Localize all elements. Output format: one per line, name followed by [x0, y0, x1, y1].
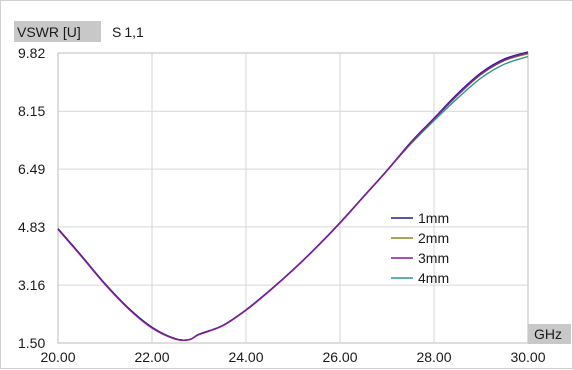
x-tick-label: 22.00 [134, 349, 169, 365]
y-tick-label: 6.49 [18, 161, 45, 177]
x-axis-label: GHz [534, 326, 562, 342]
legend-label-3mm: 3mm [418, 250, 449, 266]
y-axis-label: VSWR [U] [17, 24, 81, 40]
legend-label-2mm: 2mm [418, 230, 449, 246]
series-line-3mm [57, 51, 529, 342]
grid-layer [58, 53, 528, 343]
y-tick-label: 9.82 [18, 45, 45, 61]
xlabel-background [528, 324, 571, 344]
y-tick-label: 1.50 [18, 335, 45, 351]
x-tick-label: 28.00 [416, 349, 451, 365]
chart-title-main: S [112, 24, 121, 40]
ylabel-background [14, 21, 101, 42]
plot-area [57, 52, 529, 344]
series-layer [57, 51, 529, 342]
x-tick-label: 20.00 [40, 349, 75, 365]
chart-title: S 1,1 [112, 24, 144, 40]
legend: 1mm 2mm 3mm 4mm [391, 210, 449, 286]
chart-title-sub: 1,1 [124, 24, 144, 40]
x-tick-label: 26.00 [322, 349, 357, 365]
y-tick-label: 8.15 [18, 103, 45, 119]
y-tick-label: 3.16 [18, 277, 45, 293]
tick-layer: 20.00 22.00 24.00 26.00 28.00 30.00 1.50 3.16 4.… [18, 45, 546, 365]
x-tick-label: 30.00 [510, 349, 545, 365]
legend-label-1mm: 1mm [418, 210, 449, 226]
y-tick-label: 4.83 [18, 219, 45, 235]
x-tick-label: 24.00 [228, 349, 263, 365]
legend-label-4mm: 4mm [418, 270, 449, 286]
